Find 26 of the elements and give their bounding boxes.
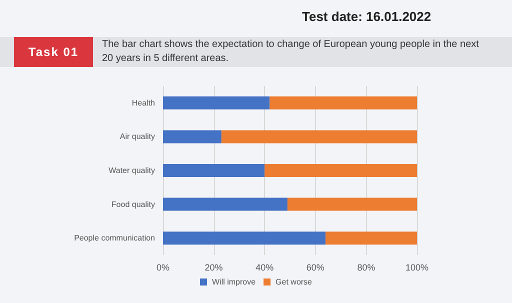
bar [163, 198, 288, 211]
y-tick-label: Air quality [120, 132, 155, 142]
y-tick-label: Health [132, 98, 155, 108]
bar [264, 164, 417, 177]
text: Task 01 [14, 37, 93, 67]
x-tick-label: 40% [256, 262, 274, 272]
bar [221, 130, 417, 144]
bar [163, 164, 265, 177]
x-tick-label: 80% [357, 262, 376, 272]
y-tick-label: People communication [74, 234, 155, 243]
text: Test date: 16.01.2022 [302, 9, 432, 24]
y-tick-label: Water quality [108, 166, 155, 175]
bar [326, 232, 417, 245]
x-tick-label: 0% [156, 262, 170, 272]
x-tick-label: 20% [204, 262, 223, 272]
chart-title: The bar chart shows the expectation to change of European young people in the next 20 years in 5 different areas. [102, 38, 480, 66]
bar [163, 96, 270, 110]
bar [287, 198, 417, 211]
legend-label: Get worse [276, 278, 313, 286]
y-tick-label: Food quality [111, 200, 155, 209]
bar [163, 232, 326, 245]
x-tick-label: 100% [405, 262, 429, 272]
x-tick-label: 60% [306, 262, 324, 272]
bar [270, 96, 417, 110]
legend-label: Will improve [212, 278, 256, 286]
bar [163, 130, 222, 144]
